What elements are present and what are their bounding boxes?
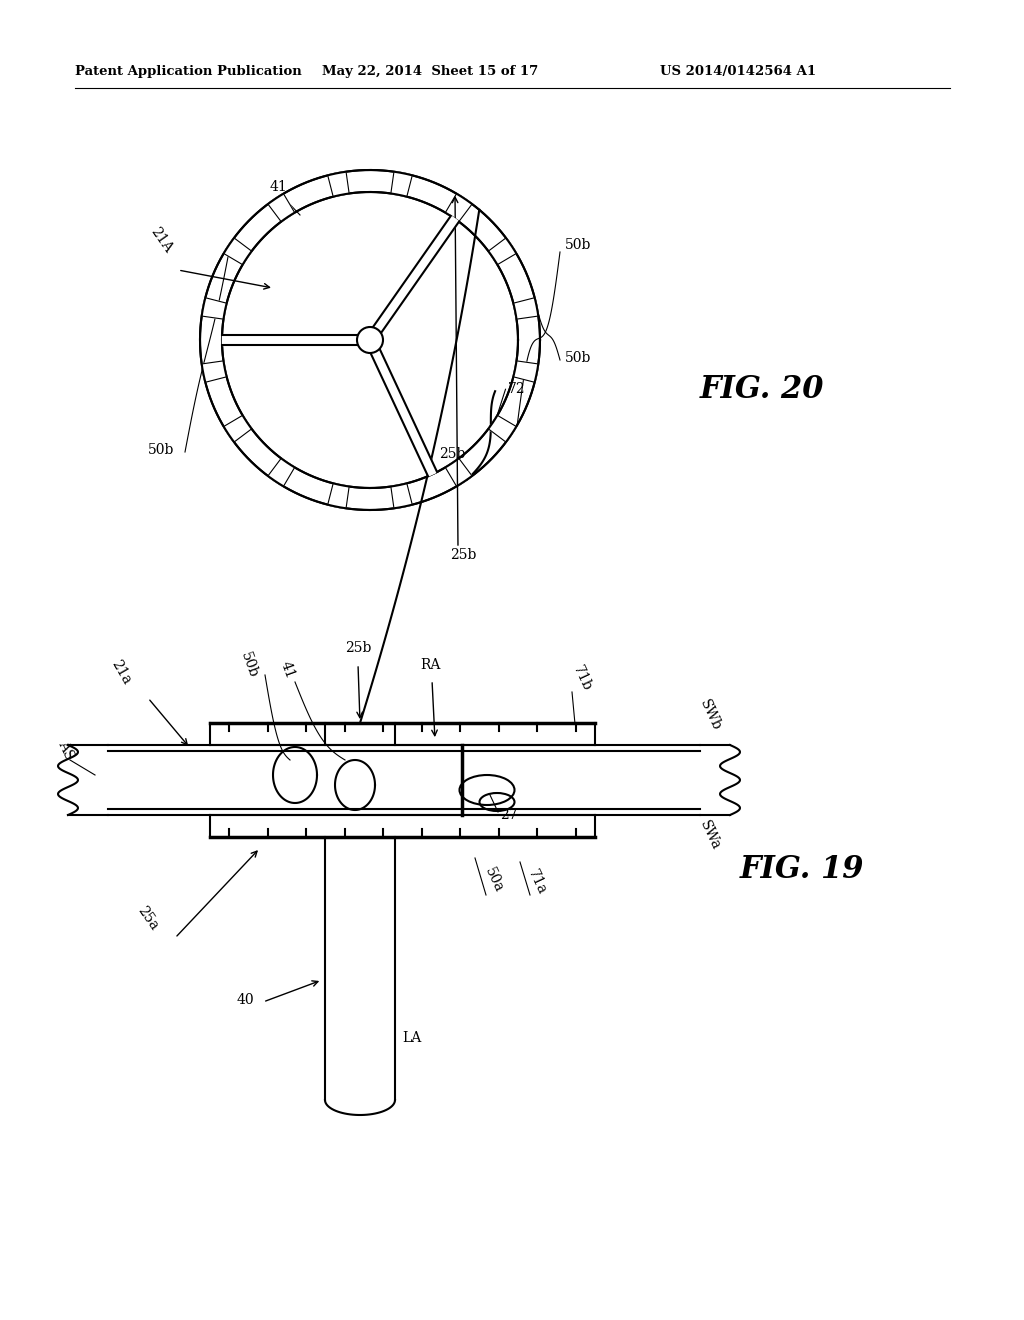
Text: 21a: 21a: [108, 657, 133, 686]
Polygon shape: [268, 194, 295, 222]
Polygon shape: [513, 360, 539, 383]
Text: LA: LA: [402, 1031, 422, 1045]
Text: Patent Application Publication: Patent Application Publication: [75, 66, 302, 78]
Text: SWb: SWb: [697, 697, 724, 733]
Polygon shape: [513, 298, 539, 319]
Text: 71a: 71a: [525, 867, 549, 896]
Text: 41: 41: [270, 180, 288, 194]
Circle shape: [357, 327, 383, 352]
Text: May 22, 2014  Sheet 15 of 17: May 22, 2014 Sheet 15 of 17: [322, 66, 539, 78]
Text: 27: 27: [500, 808, 517, 822]
Polygon shape: [366, 338, 437, 477]
Polygon shape: [268, 458, 295, 486]
Text: US 2014/0142564 A1: US 2014/0142564 A1: [660, 66, 816, 78]
Polygon shape: [488, 416, 516, 442]
Text: 25a: 25a: [135, 903, 162, 933]
Text: 41: 41: [278, 659, 297, 681]
Polygon shape: [328, 172, 349, 197]
Polygon shape: [222, 335, 370, 345]
Text: 50b: 50b: [148, 444, 174, 457]
Polygon shape: [488, 238, 516, 265]
Text: FIG. 20: FIG. 20: [700, 375, 824, 405]
Polygon shape: [366, 216, 459, 343]
Text: 50a: 50a: [482, 866, 506, 895]
Text: 50b: 50b: [565, 238, 592, 252]
Polygon shape: [445, 458, 472, 486]
Text: 25b: 25b: [450, 548, 476, 562]
Text: 50b: 50b: [238, 651, 260, 680]
Polygon shape: [202, 298, 226, 319]
Text: 21A: 21A: [148, 224, 175, 256]
Text: 50b: 50b: [565, 351, 592, 366]
Polygon shape: [445, 194, 472, 222]
Text: 25b: 25b: [345, 642, 371, 655]
Polygon shape: [202, 360, 226, 383]
Text: AS: AS: [55, 738, 76, 762]
Polygon shape: [328, 483, 349, 508]
Polygon shape: [223, 238, 252, 265]
Text: SWa: SWa: [697, 818, 723, 851]
Text: 25b: 25b: [439, 447, 466, 461]
Text: 71b: 71b: [570, 663, 594, 693]
Text: RA: RA: [420, 657, 440, 672]
Polygon shape: [223, 416, 252, 442]
Text: 72: 72: [508, 383, 525, 396]
Text: 40: 40: [237, 993, 254, 1007]
Text: FIG. 19: FIG. 19: [740, 854, 864, 886]
Polygon shape: [391, 172, 413, 197]
Polygon shape: [391, 483, 413, 508]
